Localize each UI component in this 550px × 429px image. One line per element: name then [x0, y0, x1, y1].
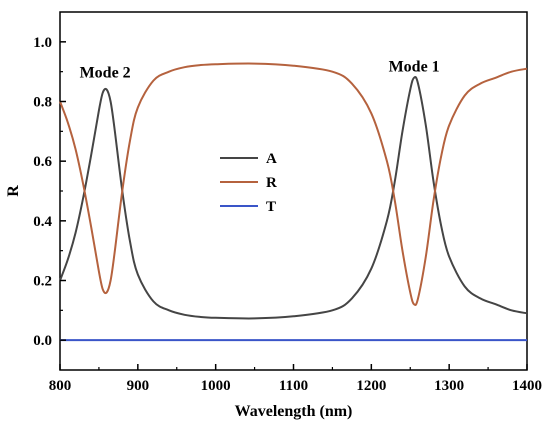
x-tick-label: 1200 — [356, 378, 386, 394]
series-line-R — [59, 62, 528, 307]
annotations: Mode 2 Mode 1 — [80, 59, 440, 82]
series-layer — [59, 62, 528, 342]
x-tick-label: 1000 — [201, 378, 231, 394]
x-axis-title: Wavelength (nm) — [235, 403, 353, 420]
y-tick-label: 0.2 — [33, 274, 52, 290]
x-tick-label: 900 — [127, 378, 150, 394]
y-tick-label: 0.6 — [33, 154, 52, 170]
mode-annotation: Mode 1 — [389, 59, 440, 76]
x-tick-label: 1100 — [279, 378, 308, 394]
y-axis-title: R — [5, 185, 22, 197]
y-tick-label: 0.0 — [33, 333, 52, 349]
legend: ART — [220, 151, 277, 215]
series-line-A — [59, 75, 528, 320]
x-tick-label: 1400 — [512, 378, 542, 394]
y-axis-ticks: 0.0 0.2 0.4 0.6 0.8 1.0 — [33, 35, 66, 349]
mode-annotation: Mode 2 — [80, 65, 131, 82]
y-tick-label: 0.4 — [33, 214, 52, 230]
y-tick-label: 1.0 — [33, 35, 52, 51]
legend-label-R: R — [266, 175, 277, 191]
legend-label-A: A — [266, 151, 277, 167]
x-axis-ticks: 800 900 1000 1100 1200 1300 1400 — [49, 364, 542, 394]
x-tick-label: 1300 — [434, 378, 464, 394]
legend-label-T: T — [266, 199, 276, 215]
x-tick-label: 800 — [49, 378, 72, 394]
y-tick-label: 0.8 — [33, 95, 52, 111]
